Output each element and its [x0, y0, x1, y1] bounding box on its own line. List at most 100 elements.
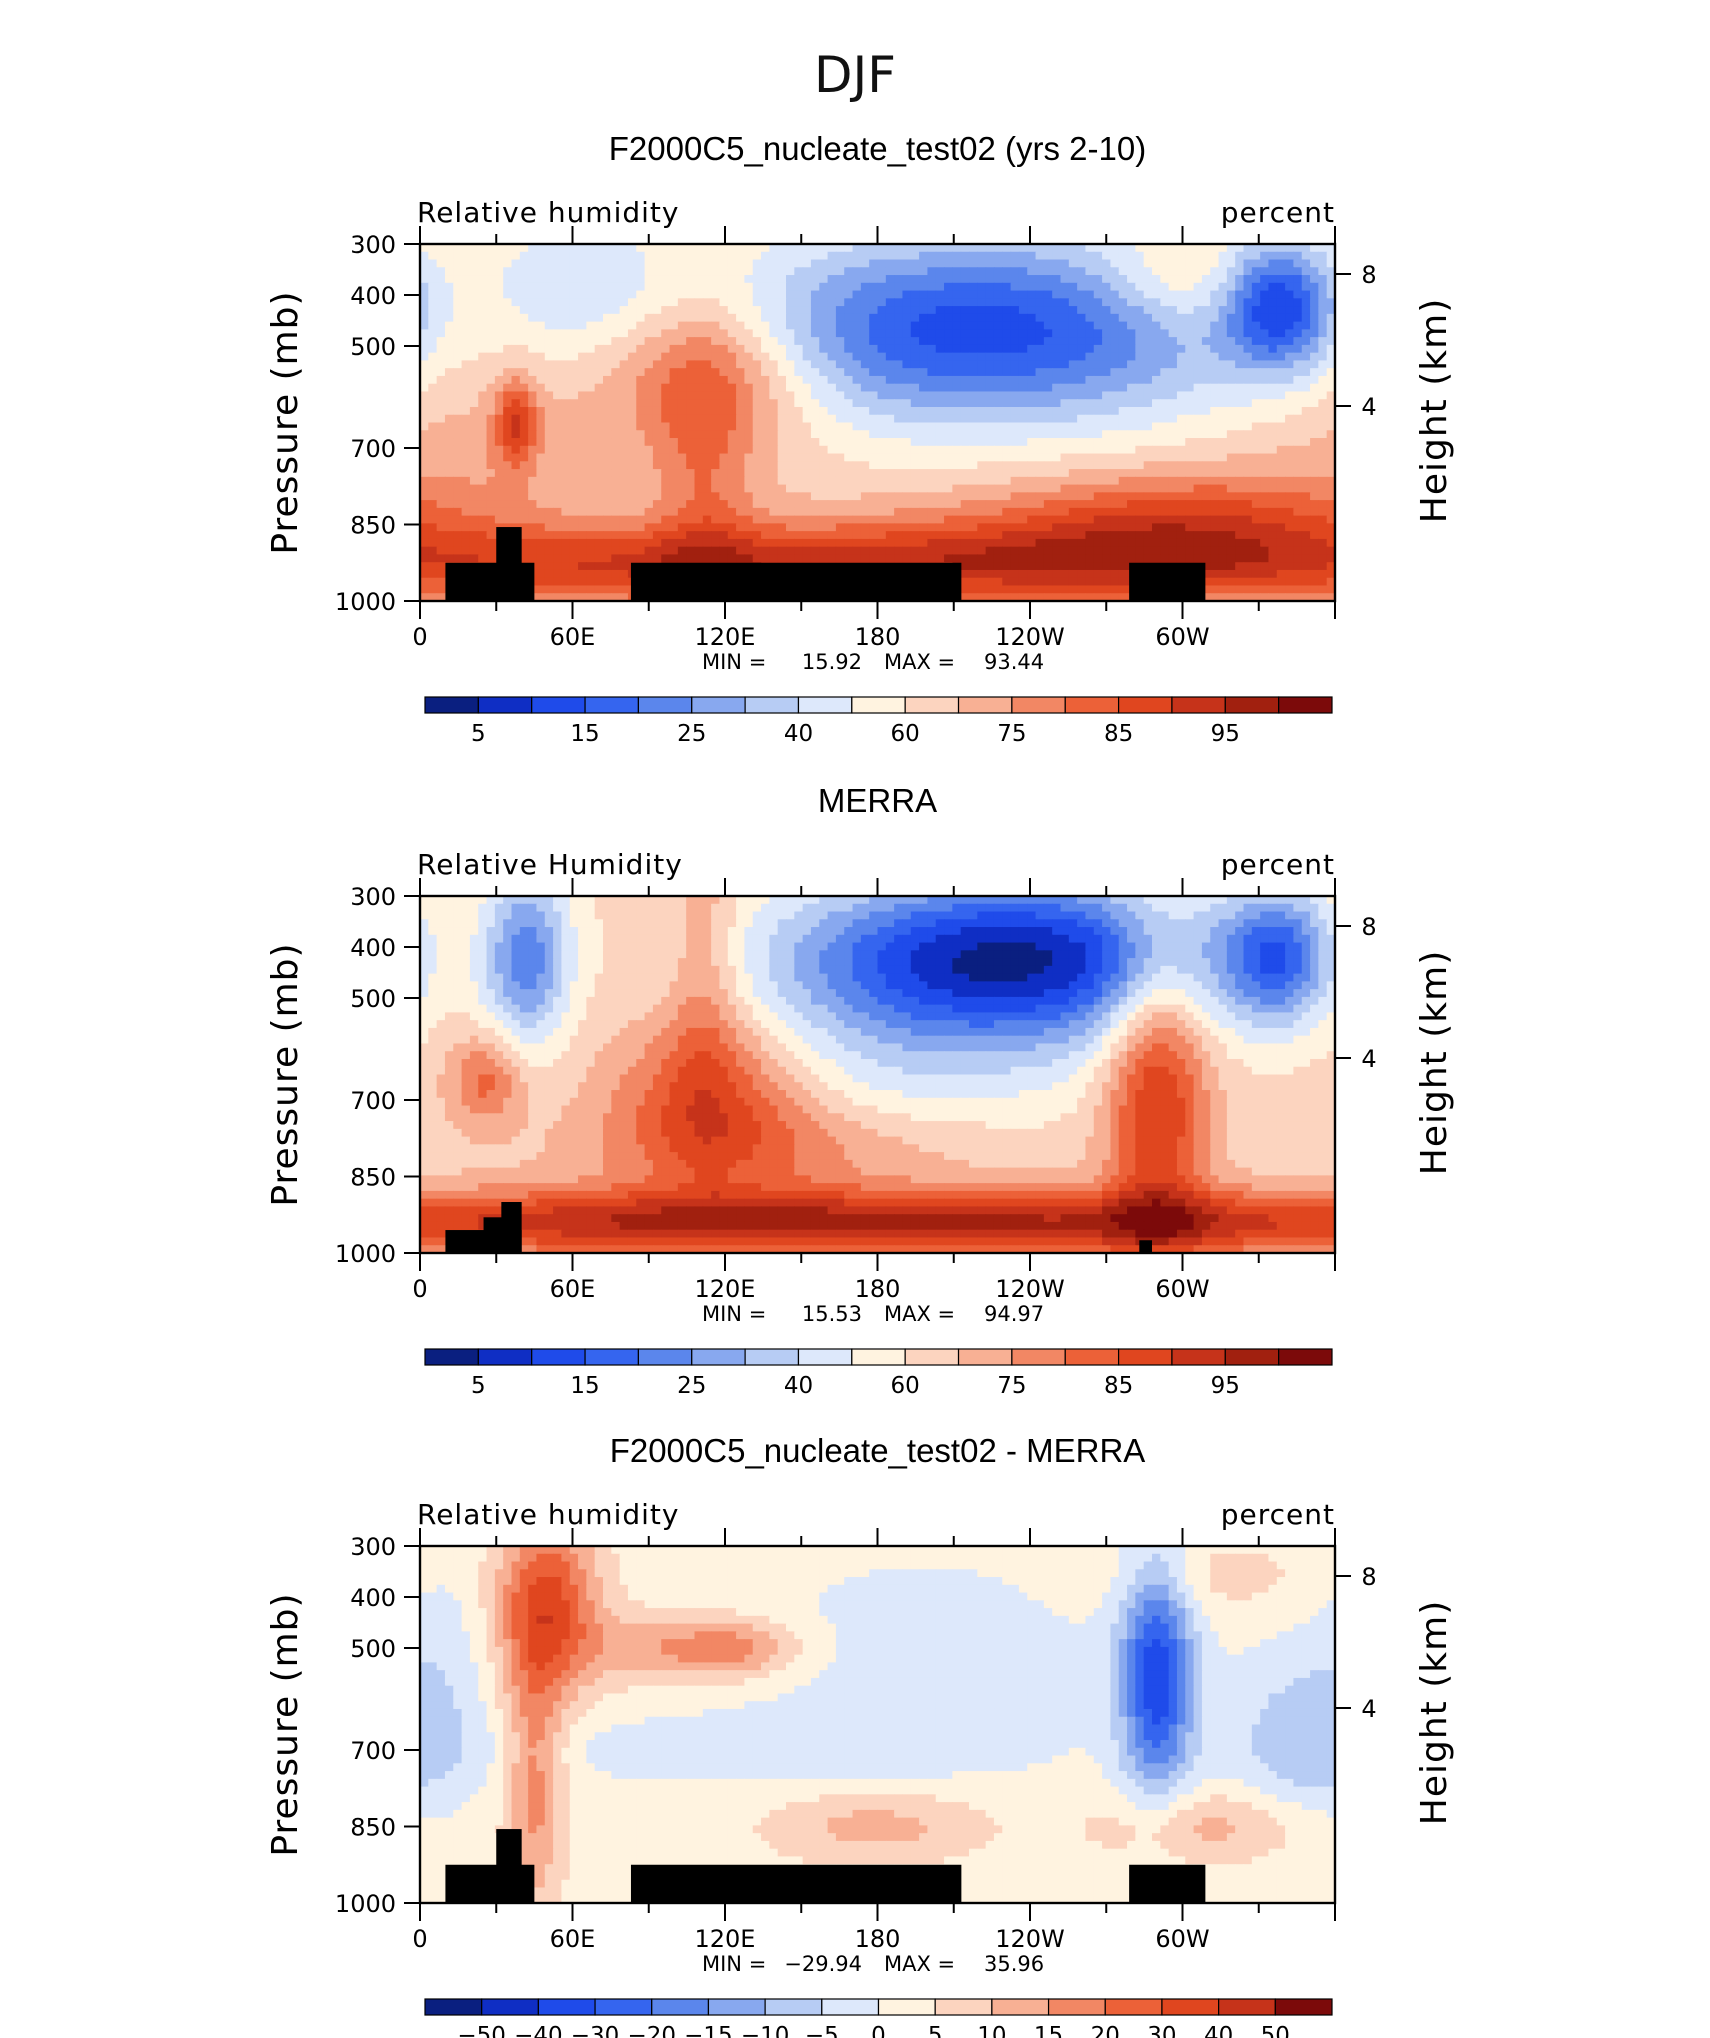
contour-cell — [511, 352, 521, 362]
contour-cell — [902, 329, 912, 338]
contour-cell — [1301, 298, 1311, 307]
contour-cell — [752, 476, 762, 486]
contour-cell — [1235, 500, 1245, 509]
contour-cell — [1276, 399, 1286, 408]
contour-cell — [503, 251, 513, 261]
contour-cell — [985, 337, 995, 346]
contour-cell — [594, 445, 604, 455]
contour-cell — [727, 476, 737, 486]
contour-cell — [819, 430, 829, 439]
contour-cell — [1127, 538, 1136, 548]
contour-cell — [1085, 337, 1095, 346]
contour-cell — [1043, 484, 1053, 493]
contour-cell — [1018, 492, 1028, 501]
contour-cell — [528, 422, 538, 431]
contour-cell — [910, 383, 920, 393]
contour-cell — [1060, 445, 1070, 455]
contour-cell — [569, 352, 579, 362]
contour-cell — [902, 461, 912, 470]
contour-cell — [586, 577, 596, 587]
contour-cell — [1135, 422, 1145, 431]
contour-cell — [1176, 507, 1186, 517]
contour-cell — [927, 267, 937, 276]
contour-cell — [977, 430, 987, 439]
contour-cell — [794, 344, 804, 354]
contour-cell — [736, 383, 746, 393]
contour-cell — [902, 321, 912, 330]
contour-cell — [461, 500, 471, 509]
contour-cell — [561, 360, 571, 369]
contour-cell — [494, 383, 504, 393]
contour-cell — [644, 484, 654, 493]
contour-cell — [1326, 422, 1336, 431]
contour-cell — [1293, 500, 1303, 509]
contour-cell — [736, 375, 746, 385]
contour-cell — [1326, 329, 1336, 338]
contour-cell — [819, 515, 829, 524]
contour-cell — [827, 282, 837, 292]
contour-cell — [894, 391, 904, 400]
contour-cell — [1068, 375, 1078, 385]
contour-cell — [511, 321, 521, 330]
contour-cell — [1251, 275, 1261, 284]
contour-cell — [885, 337, 895, 346]
contour-cell — [453, 282, 463, 292]
contour-cell — [877, 445, 887, 455]
contour-cell — [1218, 569, 1228, 579]
contour-cell — [636, 313, 646, 323]
contour-cell — [1135, 337, 1145, 346]
contour-cell — [802, 337, 812, 346]
contour-cell — [752, 344, 762, 354]
contour-cell — [1176, 306, 1186, 315]
contour-cell — [1093, 523, 1103, 532]
contour-cell — [1185, 469, 1195, 478]
contour-cell — [619, 500, 629, 509]
contour-cell — [885, 360, 895, 369]
contour-cell — [636, 422, 646, 431]
contour-cell — [794, 329, 804, 338]
contour-cell — [1060, 399, 1070, 408]
contour-cell — [603, 469, 612, 478]
contour-cell — [544, 259, 554, 268]
contour-cell — [519, 267, 529, 276]
contour-cell — [1193, 484, 1203, 493]
contour-cell — [1027, 500, 1037, 509]
contour-cell — [1276, 569, 1286, 579]
contour-cell — [528, 344, 538, 354]
contour-cell — [1285, 507, 1295, 517]
contour-cell — [436, 383, 446, 393]
contour-cell — [478, 430, 488, 439]
contour-cell — [1160, 337, 1170, 346]
contour-cell — [1093, 569, 1103, 579]
contour-cell — [752, 251, 762, 261]
contour-cell — [810, 430, 820, 439]
contour-cell — [528, 298, 538, 307]
contour-cell — [977, 368, 987, 377]
contour-cell — [910, 368, 920, 377]
contour-cell — [1201, 430, 1211, 439]
contour-cell — [478, 275, 488, 284]
contour-cell — [553, 267, 563, 276]
contour-cell — [1010, 484, 1020, 493]
contour-cell — [1243, 267, 1253, 276]
contour-cell — [619, 267, 629, 276]
contour-cell — [603, 290, 612, 299]
contour-cell — [1135, 445, 1145, 455]
contour-cell — [935, 259, 945, 268]
contour-cell — [544, 306, 554, 315]
contour-cell — [985, 267, 995, 276]
contour-cell — [1077, 507, 1087, 517]
contour-cell — [852, 391, 862, 400]
contour-cell — [1293, 546, 1303, 556]
contour-cell — [1010, 562, 1020, 571]
contour-cell — [777, 461, 787, 470]
contour-cell — [969, 360, 978, 369]
contour-cell — [835, 469, 845, 478]
contour-cell — [1160, 329, 1170, 338]
contour-cell — [1276, 414, 1286, 424]
contour-cell — [894, 321, 904, 330]
contour-cell — [1201, 383, 1211, 393]
contour-cell — [1326, 391, 1336, 400]
contour-cell — [1068, 313, 1078, 323]
contour-cell — [927, 290, 937, 299]
